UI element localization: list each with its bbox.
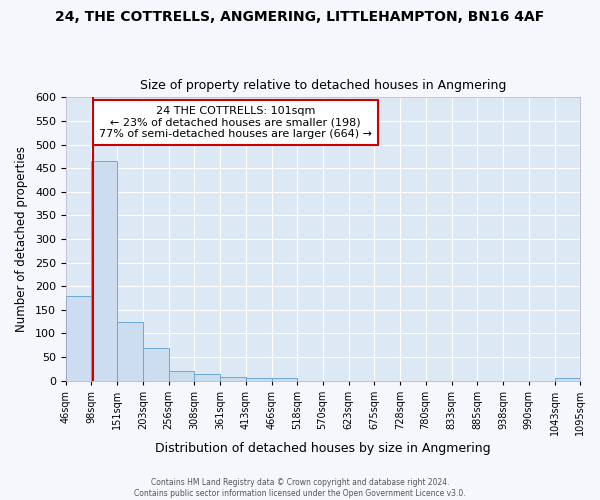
Bar [66,296,91,380]
Text: 24, THE COTTRELLS, ANGMERING, LITTLEHAMPTON, BN16 4AF: 24, THE COTTRELLS, ANGMERING, LITTLEHAMP… [55,10,545,24]
Text: Contains HM Land Registry data © Crown copyright and database right 2024.
Contai: Contains HM Land Registry data © Crown c… [134,478,466,498]
Bar [245,378,272,380]
Bar [220,378,245,380]
Bar [272,378,297,380]
Y-axis label: Number of detached properties: Number of detached properties [15,146,28,332]
Bar [194,374,220,380]
Bar [117,322,143,380]
Bar [91,161,117,380]
Title: Size of property relative to detached houses in Angmering: Size of property relative to detached ho… [140,79,506,92]
Text: 24 THE COTTRELLS: 101sqm
← 23% of detached houses are smaller (198)
77% of semi-: 24 THE COTTRELLS: 101sqm ← 23% of detach… [99,106,372,139]
X-axis label: Distribution of detached houses by size in Angmering: Distribution of detached houses by size … [155,442,491,455]
Bar [169,371,194,380]
Bar [554,378,580,380]
Bar [143,348,169,380]
